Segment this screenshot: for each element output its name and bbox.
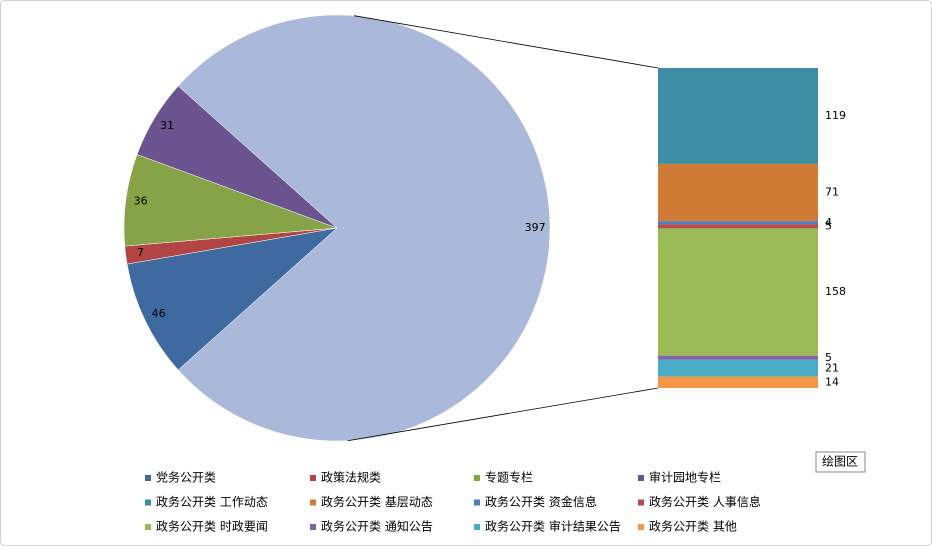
legend-label: 政务公开类 通知公告 [321, 519, 433, 534]
legend-label: 政务公开类 资金信息 [485, 494, 597, 509]
data-label: 5 [825, 219, 832, 232]
legend-label: 专题专栏 [485, 470, 533, 485]
legend-label: 政策法规类 [321, 470, 381, 485]
pie-slice [177, 14, 551, 442]
legend-swatch [310, 475, 316, 481]
data-label: 397 [525, 221, 546, 234]
data-label: 7 [137, 246, 144, 259]
legend-swatch [638, 499, 644, 506]
data-label: 158 [825, 285, 846, 298]
bar-segment [658, 163, 818, 222]
pie-slice [136, 85, 338, 229]
pie-slice [126, 227, 338, 371]
legend-label: 政务公开类 时政要闻 [156, 519, 268, 534]
connector-line [353, 15, 659, 69]
data-label: 46 [152, 307, 166, 320]
legend-swatch [474, 475, 480, 481]
data-label: 36 [134, 195, 148, 208]
tooltip: 绘图区 [822, 454, 858, 469]
data-label: 21 [825, 361, 839, 374]
legend-label: 政务公开类 工作动态 [156, 494, 268, 509]
legend-label: 党务公开类 [156, 470, 216, 485]
legend-label: 审计园地专栏 [649, 470, 721, 485]
data-label: 119 [825, 109, 846, 122]
bar-segment [658, 224, 818, 229]
data-label: 14 [825, 375, 839, 388]
bar-segment [658, 221, 818, 225]
data-label: 31 [160, 119, 174, 132]
legend-swatch [474, 524, 480, 530]
data-label: 4 [825, 216, 832, 229]
legend-swatch [638, 524, 644, 530]
legend-swatch [310, 499, 316, 506]
legend-label: 政务公开类 其他 [649, 519, 737, 534]
bar-segment [658, 355, 818, 360]
data-label: 5 [825, 351, 832, 364]
legend-swatch [310, 524, 316, 530]
legend-label: 政务公开类 基层动态 [321, 494, 433, 509]
bar-segment [658, 228, 818, 356]
bar-segment [658, 376, 818, 388]
tooltip-box [815, 451, 866, 473]
bar-segment [658, 68, 818, 164]
legend-swatch [145, 499, 151, 506]
legend-swatch [145, 524, 151, 530]
legend-swatch [638, 475, 644, 481]
legend-swatch [474, 499, 480, 506]
bar-segment [658, 359, 818, 377]
legend-label: 政务公开类 审计结果公告 [485, 519, 621, 534]
legend-swatch [145, 475, 151, 481]
data-label: 71 [825, 186, 839, 199]
connector-line [347, 387, 659, 442]
legend-label: 政务公开类 人事信息 [649, 494, 761, 509]
